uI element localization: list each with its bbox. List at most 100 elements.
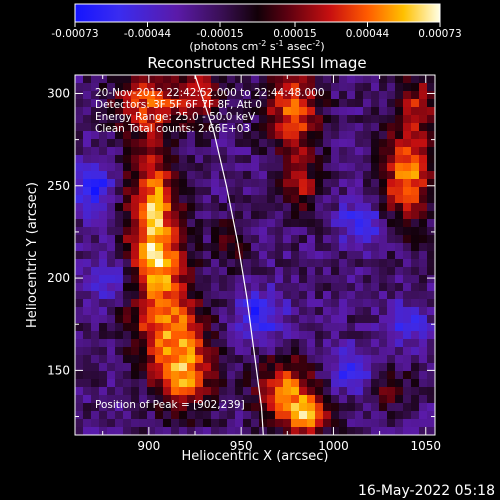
heatmap-cell [331,131,339,139]
heatmap-cell [371,427,379,435]
heatmap-cell [243,387,251,395]
heatmap-cell [251,227,259,235]
heatmap-cell [403,403,411,411]
heatmap-cell [235,147,243,155]
heatmap-cell [107,243,115,251]
heatmap-cell [363,299,371,307]
heatmap-cell [323,315,331,323]
heatmap-cell [355,171,363,179]
y-tick-label: 300 [47,86,70,100]
heatmap-cell [371,275,379,283]
heatmap-cell [315,139,323,147]
heatmap-cell [219,171,227,179]
heatmap-cell [163,347,171,355]
heatmap-cell [131,427,139,435]
heatmap-cell [179,411,187,419]
heatmap-cell [99,387,107,395]
heatmap-cell [91,331,99,339]
heatmap-cell [219,75,227,83]
heatmap-cell [339,307,347,315]
heatmap-cell [99,163,107,171]
heatmap-cell [355,331,363,339]
heatmap-cell [211,115,219,123]
heatmap-cell [155,187,163,195]
heatmap-cell [75,195,83,203]
heatmap-cell [147,347,155,355]
heatmap-cell [251,123,259,131]
heatmap-cell [187,379,195,387]
heatmap-cell [315,179,323,187]
heatmap-cell [107,203,115,211]
heatmap-cell [235,171,243,179]
heatmap-cell [163,419,171,427]
colorbar-tick-label: -0.00073 [51,28,98,40]
heatmap-cell [251,419,259,427]
heatmap-cell [235,219,243,227]
heatmap-cell [363,171,371,179]
heatmap-cell [107,299,115,307]
heatmap-cell [147,203,155,211]
heatmap-cell [123,355,131,363]
heatmap-cell [251,83,259,91]
heatmap-cell [403,379,411,387]
heatmap-cell [259,219,267,227]
heatmap-cell [219,315,227,323]
heatmap-cell [387,291,395,299]
heatmap-cell [83,131,91,139]
heatmap-cell [259,147,267,155]
heatmap-cell [411,283,419,291]
heatmap-cell [307,403,315,411]
heatmap-cell [235,371,243,379]
heatmap-cell [243,251,251,259]
heatmap-cell [235,299,243,307]
heatmap-cell [131,355,139,363]
heatmap-cell [299,427,307,435]
heatmap-cell [267,163,275,171]
heatmap-cell [115,419,123,427]
heatmap-cell [227,291,235,299]
heatmap-cell [339,243,347,251]
heatmap-cell [283,403,291,411]
heatmap-cell [347,75,355,83]
heatmap-cell [203,171,211,179]
heatmap-cell [363,203,371,211]
heatmap-cell [283,211,291,219]
heatmap-cell [219,131,227,139]
heatmap-cell [171,427,179,435]
heatmap-cell [147,75,155,83]
heatmap-cell [75,387,83,395]
heatmap-cell [131,203,139,211]
heatmap-cell [243,283,251,291]
heatmap-cell [427,379,435,387]
heatmap-cell [243,195,251,203]
heatmap-cell [387,371,395,379]
heatmap-cell [115,203,123,211]
heatmap-cell [299,331,307,339]
heatmap-cell [91,387,99,395]
heatmap-cell [355,379,363,387]
heatmap-cell [315,403,323,411]
heatmap-cell [419,411,427,419]
heatmap-cell [107,91,115,99]
heatmap-cell [347,411,355,419]
heatmap-cell [427,267,435,275]
heatmap-cell [315,363,323,371]
heatmap-cell [387,187,395,195]
heatmap-cell [379,179,387,187]
heatmap-cell [251,187,259,195]
heatmap-cell [363,395,371,403]
heatmap-cell [347,195,355,203]
heatmap-cell [387,411,395,419]
heatmap-cell [299,283,307,291]
heatmap-cell [275,371,283,379]
heatmap-cell [147,131,155,139]
heatmap-cell [371,363,379,371]
heatmap-cell [427,323,435,331]
heatmap-cell [355,267,363,275]
heatmap-cell [419,203,427,211]
heatmap-cell [243,211,251,219]
heatmap-cell [339,339,347,347]
heatmap-cell [211,347,219,355]
heatmap-cell [99,235,107,243]
heatmap-cell [275,83,283,91]
